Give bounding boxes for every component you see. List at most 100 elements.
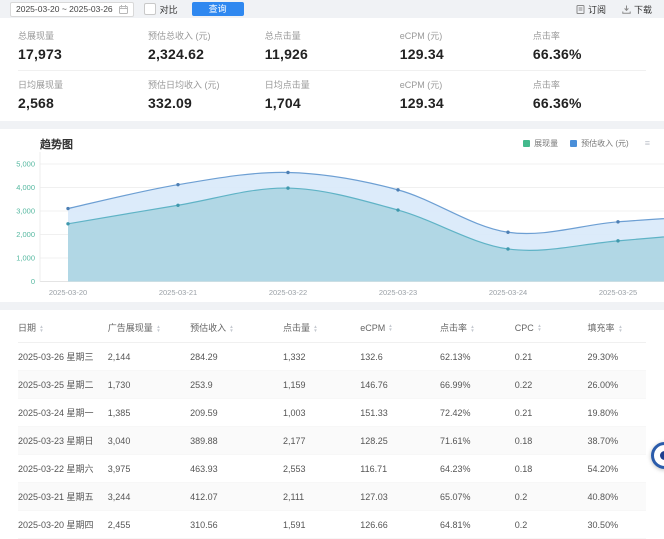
table-cell: 463.93 — [190, 454, 283, 483]
date-range-picker[interactable]: 2025-03-20 ~ 2025-03-26 — [10, 1, 134, 17]
table-row[interactable]: 2025-03-26 星期三 2,144 284.29 1,332 132.6 62.13… — [18, 342, 646, 371]
chart-legend: 展现量 预估收入 (元) ≡ — [523, 138, 650, 149]
table-cell: 40.80% — [587, 482, 646, 511]
stat-label: eCPM (元) — [399, 80, 443, 90]
stat-daily-revenue: 预估日均收入 (元) 332.09 — [148, 78, 265, 111]
table-cell: 2,144 — [107, 342, 191, 371]
table-row[interactable]: 2025-03-25 星期二 1,730 253.9 1,159 146.76 66.99… — [18, 370, 646, 399]
daily-data-table: 日期 ▲ ▼ 广告展现量 ▲ ▼ 预估收入 ▲ ▼ 点击量 ▲ ▼ eCPM ▲ ▼ 点击率 ▲ ▼ C… — [18, 312, 646, 539]
trend-chart-card: 0 1,000 2,000 3,000 4,000 5,000 2025-03-20 2025… — [0, 129, 664, 302]
header-impressions[interactable]: 广告展现量 ▲ ▼ — [107, 312, 191, 343]
table-cell: 1,003 — [283, 398, 361, 427]
compare-toggle[interactable]: 对比 — [143, 3, 178, 16]
table-row[interactable]: 2025-03-24 星期一 1,385 209.59 1,003 151.33 72.4… — [18, 398, 646, 427]
subscribe-icon — [576, 4, 585, 14]
table-row[interactable]: 2025-03-22 星期六 3,975 463.93 2,553 116.71 64.2… — [18, 454, 646, 483]
table-row[interactable]: 2025-03-21 星期五 3,244 412.07 2,111 127.03 65.0… — [18, 482, 646, 511]
stat-label: eCPM (元) — [399, 31, 443, 41]
sort-icon[interactable]: ▲ ▼ — [313, 323, 318, 334]
header-ctr[interactable]: 点击率 ▲ ▼ — [439, 312, 515, 343]
legend-label: 展现量 — [534, 139, 559, 148]
table-cell: 0.2 — [514, 510, 588, 539]
stat-label: 日均展现量 — [18, 80, 64, 90]
header-cpc[interactable]: CPC ▲ ▼ — [514, 312, 588, 343]
stat-daily-clicks: 日均点击量 1,704 — [265, 78, 400, 111]
compare-checkbox[interactable] — [143, 3, 156, 15]
svg-text:1,000: 1,000 — [16, 254, 35, 263]
legend-item-impressions[interactable]: 展现量 — [523, 138, 558, 149]
stat-ecpm: eCPM (元) 129.34 — [400, 29, 533, 62]
stat-value: 11,926 — [264, 46, 309, 62]
stat-daily-ctr: 点击率 66.36% — [533, 78, 646, 111]
header-revenue[interactable]: 预估收入 ▲ ▼ — [190, 312, 283, 343]
trend-area-chart: 0 1,000 2,000 3,000 4,000 5,000 2025-03-20 2025… — [16, 152, 664, 297]
stat-value: 2,568 — [18, 95, 55, 111]
header-ecpm[interactable]: eCPM ▲ ▼ — [360, 312, 440, 343]
table-row[interactable]: 2025-03-23 星期日 3,040 389.88 2,177 128.25 71.6… — [18, 426, 646, 455]
date-range-value: 2025-03-20 ~ 2025-03-26 — [16, 4, 113, 14]
table-cell: 0.18 — [514, 454, 588, 483]
table-cell: 1,332 — [283, 342, 361, 371]
svg-text:2,000: 2,000 — [16, 230, 35, 239]
stat-ctr: 点击率 66.36% — [533, 29, 646, 62]
query-button[interactable]: 查询 — [191, 2, 244, 16]
legend-label: 预估收入 (元) — [581, 139, 629, 148]
table-cell: 3,040 — [107, 426, 191, 455]
table-cell: 2,455 — [107, 510, 191, 539]
stat-label: 点击率 — [532, 31, 560, 41]
table-cell: 151.33 — [360, 398, 440, 427]
legend-swatch-impressions — [523, 140, 531, 147]
legend-swatch-revenue — [570, 140, 578, 147]
table-cell: 253.9 — [190, 370, 283, 399]
floating-assistant-button[interactable] — [651, 442, 664, 469]
header-fill-rate[interactable]: 填充率 ▲ ▼ — [587, 312, 646, 343]
sort-icon[interactable]: ▲ ▼ — [388, 323, 393, 333]
header-clicks[interactable]: 点击量 ▲ ▼ — [283, 312, 361, 343]
header-date[interactable]: 日期 ▲ ▼ — [18, 312, 108, 343]
toolbar: 2025-03-20 ~ 2025-03-26 对比 查询 订阅 下载 — [0, 0, 664, 18]
table-cell: 72.42% — [439, 398, 515, 427]
table-cell: 2,177 — [283, 426, 361, 455]
table-cell: 2025-03-22 星期六 — [18, 454, 108, 483]
table-cell: 2025-03-20 星期四 — [18, 510, 108, 539]
daily-data-table-card: 日期 ▲ ▼ 广告展现量 ▲ ▼ 预估收入 ▲ ▼ 点击量 ▲ ▼ eCPM ▲ ▼ 点击率 ▲ ▼ C… — [0, 310, 664, 539]
stat-value: 2,324.62 — [147, 46, 205, 62]
sort-icon[interactable]: ▲ ▼ — [229, 323, 234, 334]
download-button[interactable]: 下载 — [622, 3, 652, 16]
chart-title: 趋势图 — [40, 139, 73, 151]
table-cell: 30.50% — [587, 510, 646, 539]
table-cell: 2025-03-23 星期日 — [18, 426, 108, 455]
table-row[interactable]: 2025-03-20 星期四 2,455 310.56 1,591 126.66 64.8… — [18, 510, 646, 539]
stat-daily-ecpm: eCPM (元) 129.34 — [400, 78, 533, 111]
sort-icon[interactable]: ▲ ▼ — [156, 323, 161, 334]
table-cell: 29.30% — [587, 342, 646, 371]
legend-item-revenue[interactable]: 预估收入 (元) — [570, 138, 629, 149]
svg-text:5,000: 5,000 — [16, 160, 35, 169]
stat-value: 129.34 — [399, 46, 444, 62]
sort-icon[interactable]: ▲ ▼ — [536, 323, 542, 333]
table-cell: 2025-03-21 星期五 — [18, 482, 108, 511]
sort-icon[interactable]: ▲ ▼ — [39, 323, 44, 334]
stat-total-revenue: 预估总收入 (元) 2,324.62 — [148, 29, 265, 62]
svg-text:2025-03-25: 2025-03-25 — [599, 288, 637, 297]
sort-icon[interactable]: ▲ ▼ — [470, 323, 475, 334]
svg-text:2025-03-20: 2025-03-20 — [49, 288, 87, 297]
table-cell: 38.70% — [587, 426, 646, 455]
table-cell: 1,385 — [107, 398, 191, 427]
svg-text:2025-03-22: 2025-03-22 — [269, 288, 307, 297]
svg-text:2025-03-23: 2025-03-23 — [379, 288, 417, 297]
chart-menu-icon[interactable]: ≡ — [644, 138, 650, 148]
table-cell: 62.13% — [439, 342, 515, 371]
calendar-icon — [118, 4, 128, 14]
table-cell: 2025-03-25 星期二 — [18, 370, 108, 399]
table-cell: 64.81% — [439, 510, 515, 539]
stat-label: 总展现量 — [18, 31, 55, 41]
table-cell: 54.20% — [587, 454, 646, 483]
floating-assistant-icon — [660, 451, 664, 460]
subscribe-button[interactable]: 订阅 — [576, 3, 606, 16]
sort-icon[interactable]: ▲ ▼ — [617, 323, 623, 334]
table-cell: 412.07 — [190, 482, 283, 511]
svg-text:0: 0 — [31, 277, 35, 286]
subscribe-label: 订阅 — [587, 4, 606, 15]
stat-total-impressions: 总展现量 17,973 — [18, 29, 148, 62]
